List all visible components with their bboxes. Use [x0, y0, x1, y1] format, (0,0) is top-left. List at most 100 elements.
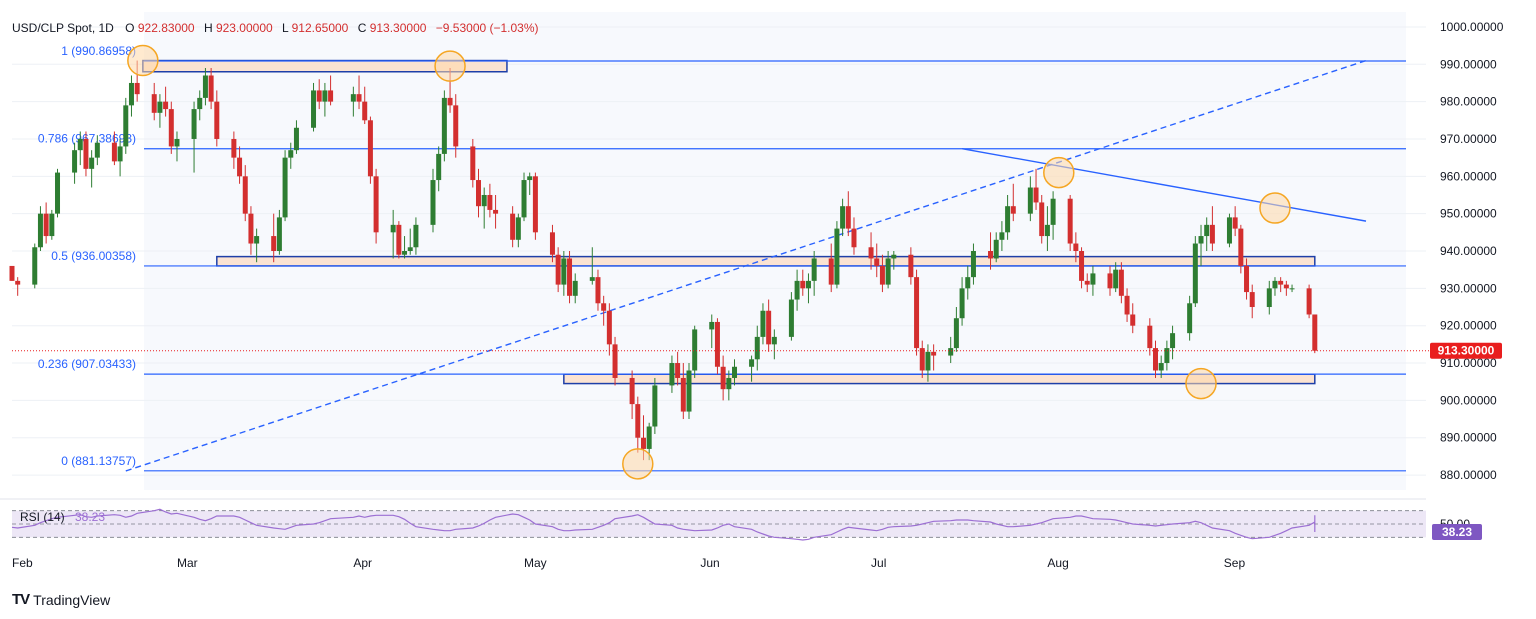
candle-body: [840, 206, 846, 229]
candle-body: [692, 329, 698, 371]
brand-name: TradingView: [33, 591, 111, 608]
candle-body: [83, 138, 89, 169]
price-tick-label: 910.00000: [1440, 356, 1497, 370]
candle-body: [931, 351, 937, 356]
candle-body: [714, 321, 720, 367]
candle-body: [1039, 202, 1045, 237]
time-axis[interactable]: Feb Mar Apr May Jun Jul Aug Sep: [12, 556, 1245, 570]
price-tick-label: 930.00000: [1440, 281, 1497, 295]
candle-body: [367, 120, 373, 177]
candle-body: [925, 351, 931, 371]
candle-body: [1158, 363, 1164, 371]
price-tick-label: 920.00000: [1440, 319, 1497, 333]
rsi-title: RSI (14): [20, 510, 65, 524]
candle-body: [316, 90, 322, 102]
candle-body: [805, 280, 811, 289]
last-price-tag: [1430, 342, 1502, 359]
candle-body: [891, 254, 897, 259]
candle-body: [1067, 198, 1073, 244]
time-tick-label: May: [524, 556, 547, 570]
candle-body: [1090, 273, 1096, 285]
close-label: C: [358, 21, 367, 35]
candle-body: [15, 280, 21, 285]
fib-level-label: 1 (990.86958): [61, 44, 136, 58]
candle-body: [680, 377, 686, 412]
candle-body: [1232, 217, 1238, 229]
candle-body: [453, 105, 459, 147]
price-tick-label: 960.00000: [1440, 169, 1497, 183]
candle-body: [606, 310, 612, 345]
candle-body: [191, 109, 197, 139]
candle-body: [117, 146, 123, 162]
candle-body: [561, 258, 567, 285]
candle-body: [49, 213, 55, 237]
candle-body: [447, 97, 453, 106]
rsi-line: [11, 508, 1316, 541]
candle-body: [390, 224, 396, 233]
price-tick-label: 880.00000: [1440, 468, 1497, 482]
candle-body: [362, 101, 368, 121]
time-tick-label: Jun: [700, 556, 719, 570]
candle-body: [1113, 269, 1119, 289]
time-tick-label: Sep: [1224, 556, 1246, 570]
price-axis[interactable]: 1000.00000 990.00000 980.00000 970.00000 960…: [1440, 20, 1504, 482]
candle-body: [726, 377, 732, 390]
candle-body: [202, 75, 208, 98]
candle-body: [32, 247, 38, 285]
candle-body: [1124, 295, 1130, 315]
candle-body: [1164, 348, 1170, 364]
candle-body: [1130, 314, 1136, 326]
candle-body: [89, 157, 95, 169]
rsi-value-tag-text: 38.23: [1442, 525, 1472, 539]
candle-body: [1107, 273, 1113, 289]
candle-body: [908, 254, 914, 278]
highlight-circle: [127, 44, 159, 77]
candle-body: [993, 239, 999, 259]
candle-body: [493, 209, 499, 214]
candle-body: [1266, 288, 1272, 308]
candle-body: [1027, 187, 1033, 214]
last-price-text: 913.30000: [1438, 344, 1495, 358]
candle-body: [214, 101, 220, 139]
candle-body: [589, 277, 595, 281]
candle-body: [635, 404, 641, 438]
change-value: −9.53000 (−1.03%): [436, 21, 539, 35]
candle-body: [402, 251, 408, 255]
price-tick-label: 900.00000: [1440, 393, 1497, 407]
candle-body: [356, 94, 362, 102]
candle-body: [1278, 280, 1284, 285]
candle-body: [999, 232, 1005, 240]
candle-body: [1033, 187, 1039, 203]
candle-body: [271, 236, 277, 251]
candle-body: [766, 310, 772, 345]
highlight-circle-layer: [127, 44, 1291, 480]
tradingview-brand[interactable]: TV TradingView: [12, 591, 110, 608]
candle-body: [1198, 236, 1204, 244]
candle-body: [988, 251, 994, 259]
candle-body: [413, 224, 419, 248]
price-tick-label: 940.00000: [1440, 244, 1497, 258]
fib-level-label: 0.786 (967.38693): [38, 132, 136, 146]
price-tick-label: 890.00000: [1440, 431, 1497, 445]
candle-body: [373, 176, 379, 233]
candle-body: [111, 142, 117, 162]
candle-body: [788, 299, 794, 337]
rsi-value-text: 38.23: [75, 510, 105, 524]
candle-body: [1226, 217, 1232, 244]
candle-body: [874, 258, 880, 266]
candle-body: [487, 194, 493, 210]
candle-body: [1289, 288, 1295, 290]
candle-body: [1244, 265, 1250, 293]
candle-body: [168, 109, 174, 147]
candle-body: [709, 321, 715, 330]
candle-body: [771, 336, 777, 345]
candle-body: [549, 232, 555, 255]
candle-body: [157, 101, 163, 113]
candle-body: [1312, 314, 1318, 351]
candle-body: [470, 146, 476, 181]
candle-body: [481, 194, 487, 207]
candle-body: [174, 138, 180, 147]
low-value: 912.65000: [292, 21, 349, 35]
candle-body: [276, 217, 282, 251]
